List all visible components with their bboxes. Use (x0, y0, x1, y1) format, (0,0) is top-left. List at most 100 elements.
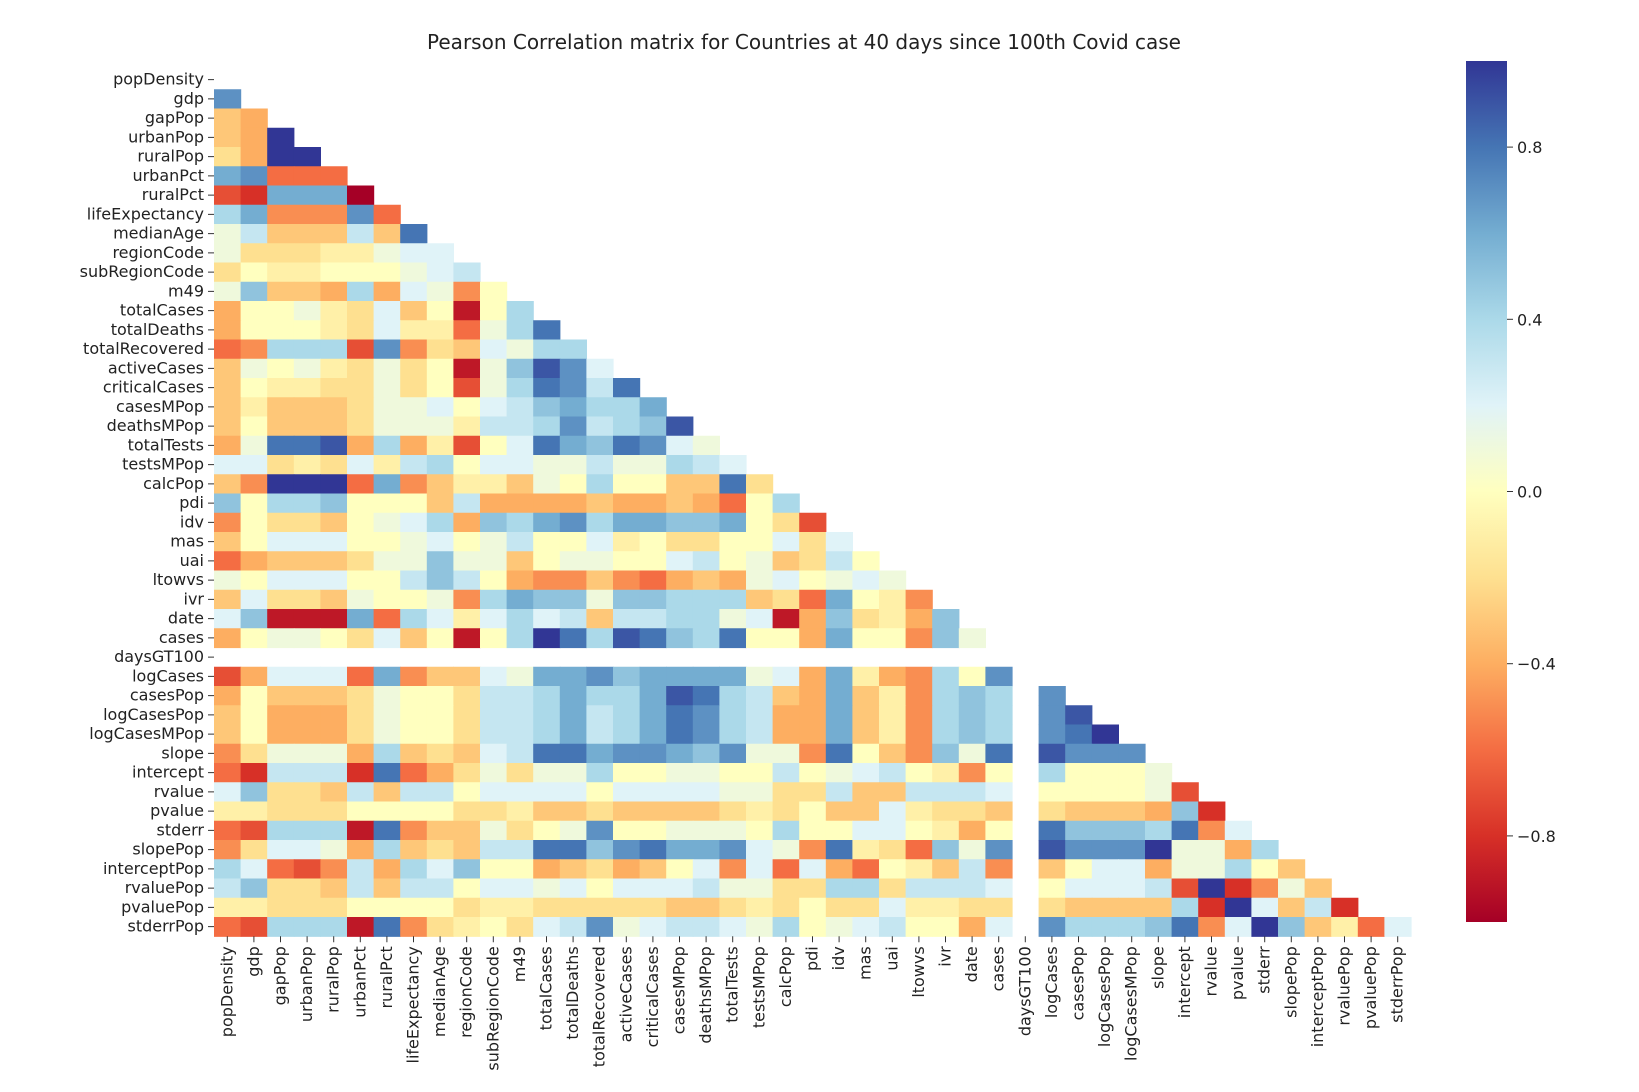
heatmap-cell (666, 763, 694, 783)
heatmap-cell (958, 628, 986, 649)
heatmap-cell (613, 493, 641, 514)
x-tick-label: casesPop (1069, 946, 1088, 1020)
heatmap-cell (666, 820, 694, 841)
heatmap-cell (825, 782, 853, 803)
heatmap-cell (825, 628, 853, 649)
heatmap-cell (293, 224, 321, 244)
heatmap-cell (240, 147, 268, 167)
heatmap-cell (320, 262, 348, 283)
heatmap-cell (214, 743, 242, 764)
y-tick-label: mas (170, 532, 204, 551)
heatmap-cell (958, 878, 986, 899)
heatmap-cell (879, 782, 907, 803)
heatmap-cell (293, 378, 321, 398)
heatmap-cell (533, 416, 561, 437)
heatmap-cell (1224, 820, 1252, 841)
heatmap-cell (586, 840, 614, 860)
x-tick-label: pvaluePop (1361, 946, 1380, 1029)
heatmap-cell (347, 609, 375, 629)
heatmap-cell (613, 532, 641, 552)
heatmap-cell (1091, 782, 1119, 803)
heatmap-cell (426, 416, 454, 437)
heatmap-cell (692, 686, 720, 706)
x-tick-label: urbanPct (350, 946, 369, 1018)
heatmap-cell (400, 763, 428, 783)
heatmap-cell (719, 532, 747, 552)
heatmap-cell (506, 763, 534, 783)
heatmap-cell (293, 358, 321, 379)
heatmap-cell (453, 628, 481, 649)
heatmap-cell (719, 705, 747, 726)
heatmap-cell (932, 820, 960, 841)
heatmap-cell (426, 243, 454, 264)
x-tick-label: slope (1148, 946, 1167, 989)
heatmap-cell (879, 570, 907, 591)
heatmap-cell (506, 435, 534, 456)
y-tick-label: totalCases (120, 301, 204, 320)
heatmap-cell (240, 358, 268, 379)
x-tick-label: totalTests (723, 946, 742, 1022)
heatmap-cell (1038, 820, 1066, 841)
heatmap-cell (320, 763, 348, 783)
x-tick-label: criticalCases (643, 946, 662, 1047)
heatmap-cell (799, 589, 827, 610)
heatmap-cell (985, 666, 1013, 687)
heatmap-cell (426, 320, 454, 341)
heatmap-cell (533, 532, 561, 552)
heatmap-cell (533, 686, 561, 706)
heatmap-cell (373, 763, 401, 783)
heatmap-cell (320, 339, 348, 360)
heatmap-cell (586, 801, 614, 822)
heatmap-cell (400, 358, 428, 379)
heatmap-cells (214, 89, 1412, 937)
heatmap-cell (586, 397, 614, 418)
heatmap-cell (453, 455, 481, 475)
heatmap-cell (985, 820, 1013, 841)
heatmap-cell (692, 840, 720, 860)
heatmap-cell (373, 243, 401, 264)
heatmap-cell (267, 782, 295, 803)
heatmap-cell (639, 551, 667, 572)
heatmap-cell (666, 589, 694, 610)
heatmap-cell (214, 859, 242, 880)
heatmap-cell (586, 763, 614, 783)
heatmap-cell (613, 686, 641, 706)
heatmap-cell (559, 339, 587, 360)
heatmap-cell (347, 551, 375, 572)
heatmap-cell (267, 281, 295, 302)
heatmap-cell (1118, 743, 1146, 764)
heatmap-cell (214, 820, 242, 841)
heatmap-cell (825, 705, 853, 726)
heatmap-cell (214, 609, 242, 629)
heatmap-cell (293, 301, 321, 321)
heatmap-cell (240, 840, 268, 860)
heatmap-cell (293, 840, 321, 860)
y-tick-label: daysGT100 (114, 647, 204, 666)
heatmap-cell (613, 551, 641, 572)
heatmap-cell (905, 763, 933, 783)
heatmap-cell (586, 455, 614, 475)
heatmap-cell (267, 416, 295, 437)
heatmap-cell (320, 474, 348, 495)
heatmap-cell (692, 551, 720, 572)
heatmap-cell (293, 320, 321, 341)
heatmap-cell (214, 455, 242, 475)
y-tick-label: popDensity (113, 70, 204, 89)
heatmap-cell (480, 666, 508, 687)
heatmap-cell (267, 666, 295, 687)
x-tick-label: gdp (244, 946, 263, 976)
heatmap-cell (320, 204, 348, 225)
heatmap-cell (879, 724, 907, 745)
heatmap-cell (400, 782, 428, 803)
heatmap-cell (692, 628, 720, 649)
heatmap-cell (267, 820, 295, 841)
x-tick-label: ruralPct (377, 946, 396, 1008)
heatmap-cell (905, 724, 933, 745)
heatmap-cell (320, 435, 348, 456)
heatmap-cell (825, 917, 853, 937)
heatmap-cell (825, 609, 853, 629)
heatmap-cell (267, 185, 295, 206)
y-tick-label: logCasesPop (103, 705, 204, 724)
heatmap-cell (293, 185, 321, 206)
heatmap-cell (852, 743, 880, 764)
